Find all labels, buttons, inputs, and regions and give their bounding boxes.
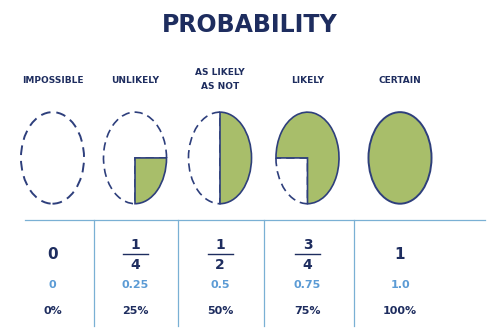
Text: 0: 0 — [47, 247, 58, 263]
Wedge shape — [104, 112, 166, 204]
Text: 2: 2 — [215, 258, 225, 272]
Wedge shape — [220, 112, 252, 204]
Text: 4: 4 — [302, 258, 312, 272]
Wedge shape — [276, 112, 339, 204]
Wedge shape — [188, 112, 220, 204]
Text: 0.25: 0.25 — [122, 280, 148, 290]
Text: IMPOSSIBLE: IMPOSSIBLE — [22, 76, 83, 85]
Text: AS NOT: AS NOT — [201, 82, 239, 91]
Text: 100%: 100% — [383, 306, 417, 316]
Wedge shape — [135, 158, 166, 204]
Text: 1.0: 1.0 — [390, 280, 410, 290]
Text: CERTAIN: CERTAIN — [378, 76, 422, 85]
Text: 75%: 75% — [294, 306, 321, 316]
Text: 1: 1 — [130, 238, 140, 252]
Text: 1: 1 — [395, 247, 405, 263]
Text: 50%: 50% — [207, 306, 233, 316]
Text: 0.5: 0.5 — [210, 280, 230, 290]
Circle shape — [368, 112, 432, 204]
Text: UNLIKELY: UNLIKELY — [111, 76, 159, 85]
Text: 3: 3 — [302, 238, 312, 252]
Text: 25%: 25% — [122, 306, 148, 316]
Text: AS LIKELY: AS LIKELY — [195, 68, 245, 77]
Text: 1: 1 — [215, 238, 225, 252]
Text: 0: 0 — [48, 280, 56, 290]
Text: 0%: 0% — [43, 306, 62, 316]
Wedge shape — [276, 158, 308, 204]
Text: PROBABILITY: PROBABILITY — [162, 13, 338, 37]
Text: 4: 4 — [130, 258, 140, 272]
Text: 0.75: 0.75 — [294, 280, 321, 290]
Text: LIKELY: LIKELY — [291, 76, 324, 85]
